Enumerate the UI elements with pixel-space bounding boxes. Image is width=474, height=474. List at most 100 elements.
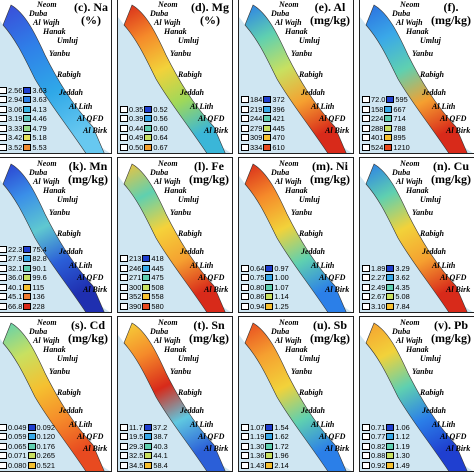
legend-high-value: 610 — [272, 142, 285, 152]
legend-swatch — [241, 124, 249, 132]
legend-high-value: 0.265 — [36, 451, 56, 461]
legend-low-value: 0.71 — [371, 422, 386, 432]
legend-low-value: 3.42 — [8, 133, 23, 143]
legend-high-value: 421 — [272, 114, 285, 124]
legend-low-value: 40.1 — [8, 282, 23, 292]
concentration-strip — [123, 4, 226, 153]
legend-swatch — [362, 134, 370, 142]
city-label-yanbu: Yanbu — [291, 208, 313, 217]
legend-row: 22.3 75.4 — [0, 245, 47, 255]
city-label-hanak: Hanak — [164, 27, 187, 36]
legend-high-value: 0.521 — [36, 460, 56, 470]
legend-high-value: 99.6 — [32, 273, 47, 283]
legend-high-value: 895 — [393, 133, 406, 143]
legend-swatch — [144, 143, 153, 151]
legend-swatch — [0, 143, 7, 151]
panel-unit: (mg/kg) — [431, 331, 471, 345]
city-label-hanak: Hanak — [164, 186, 187, 195]
legend-high-value: 5.08 — [395, 292, 410, 302]
legend-high-value: 0.092 — [36, 422, 56, 432]
legend-high-value: 470 — [272, 133, 285, 143]
city-label-rabigh: Rabigh — [57, 229, 82, 238]
legend-row: 45.1 136 — [0, 292, 47, 302]
legend-row: 0.39 0.56 — [119, 114, 168, 124]
panel-unit: (mg/kg) — [431, 13, 471, 27]
legend-low-value: 309 — [250, 133, 263, 143]
legend-row: 401 895 — [361, 133, 410, 143]
city-label-al-wajh: Al Wajh — [154, 18, 181, 27]
legend-swatch — [386, 293, 395, 301]
legend-swatch — [241, 433, 249, 441]
legend-swatch — [362, 143, 370, 151]
panel-unit: (mg/kg) — [310, 13, 350, 27]
legend-low-value: 334 — [250, 142, 263, 152]
city-label-umluj: Umluj — [299, 195, 320, 204]
city-label-neom: Neom — [279, 318, 299, 327]
city-label-yanbu: Yanbu — [170, 367, 192, 376]
legend-row: 524 1210 — [361, 143, 410, 153]
city-label-neom: Neom — [37, 0, 57, 9]
city-label-duba: Duba — [29, 327, 48, 336]
legend-swatch — [241, 442, 249, 450]
legend-swatch — [362, 293, 370, 301]
legend-swatch — [0, 134, 7, 142]
legend-low-value: 2.27 — [371, 273, 386, 283]
legend: 0.64 0.97 0.75 1.00 0.80 1.07 0.86 1.14 0.94 1.25 — [240, 264, 289, 312]
legend-low-value: 1.30 — [250, 441, 265, 451]
legend-low-value: 27.9 — [8, 254, 23, 264]
city-label-jeddah: Jeddah — [301, 406, 325, 415]
legend-row: 34.5 58.4 — [119, 461, 168, 471]
legend-swatch — [142, 274, 151, 282]
legend-low-value: 3.06 — [8, 104, 23, 114]
city-label-jeddah: Jeddah — [180, 406, 204, 415]
legend-swatch — [23, 245, 32, 253]
legend-low-value: 300 — [129, 282, 142, 292]
legend-row: 0.71 1.06 — [361, 423, 410, 433]
legend-row: 3.19 4.46 — [0, 114, 47, 124]
city-label-al-lith: Al Lith — [69, 420, 93, 429]
legend-high-value: 82.8 — [32, 254, 47, 264]
legend-row: 0.44 0.60 — [119, 124, 168, 134]
legend-row: 0.49 0.64 — [119, 133, 168, 143]
legend-swatch — [263, 105, 272, 113]
legend-low-value: 524 — [371, 142, 384, 152]
legend-low-value: 0.94 — [250, 301, 265, 311]
legend-swatch — [120, 143, 128, 151]
legend-swatch — [384, 124, 393, 132]
legend-low-value: 72.0 — [371, 95, 386, 105]
legend-low-value: 11.7 — [129, 422, 143, 432]
legend-low-value: 271 — [129, 273, 142, 283]
concentration-strip — [123, 322, 226, 471]
legend-swatch — [23, 134, 32, 142]
legend-swatch — [386, 302, 395, 310]
legend: 22.3 75.4 27.9 82.8 32.1 90.1 36.0 99.6 40.1 115 4… — [0, 245, 47, 312]
legend-row: 32.5 44.1 — [119, 451, 168, 461]
panel-element: (u). Sb — [312, 318, 347, 332]
legend-high-value: 0.120 — [36, 432, 56, 442]
legend-low-value: 36.0 — [8, 273, 23, 283]
city-label-neom: Neom — [158, 318, 178, 327]
legend-row: 184 372 — [240, 95, 285, 105]
city-label-hanak: Hanak — [164, 345, 187, 354]
city-label-umluj: Umluj — [178, 354, 199, 363]
legend-swatch — [120, 423, 128, 431]
legend-low-value: 34.5 — [129, 460, 144, 470]
legend-low-value: 3.10 — [371, 301, 386, 311]
legend-row: 1.36 1.96 — [240, 451, 289, 461]
city-label-yanbu: Yanbu — [291, 49, 313, 58]
city-label-yanbu: Yanbu — [49, 367, 71, 376]
city-label-jeddah: Jeddah — [59, 247, 83, 256]
legend-swatch — [120, 302, 128, 310]
legend-swatch — [263, 96, 272, 104]
city-label-hanak: Hanak — [285, 27, 308, 36]
city-label-al-lith: Al Lith — [69, 261, 93, 270]
legend-swatch — [0, 293, 7, 301]
legend-row: 0.35 0.52 — [119, 105, 168, 115]
legend-swatch — [265, 293, 274, 301]
map-panel-c: (c). Na (%) Neom Duba Al Wajh Hanak Umluj Yanbu… — [0, 0, 112, 154]
legend-row: 3.52 5.53 — [0, 143, 47, 153]
city-label-al-lith: Al Lith — [432, 102, 456, 111]
city-label-al-wajh: Al Wajh — [33, 177, 60, 186]
legend-swatch — [23, 302, 32, 310]
legend-high-value: 5.53 — [32, 142, 47, 152]
